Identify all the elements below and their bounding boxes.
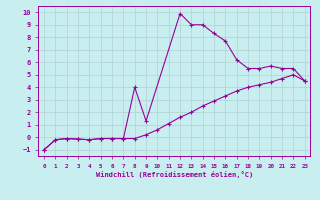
- X-axis label: Windchill (Refroidissement éolien,°C): Windchill (Refroidissement éolien,°C): [96, 171, 253, 178]
